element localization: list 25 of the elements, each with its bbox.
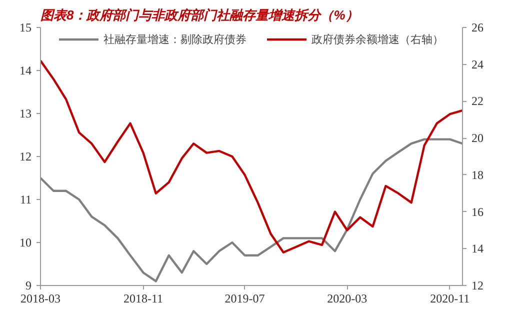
y-tick-label: 11: [20, 192, 32, 206]
x-tick-label: 2020-11: [430, 292, 470, 306]
y-tick-label: 15: [20, 20, 32, 34]
y2-tick-label: 26: [472, 20, 484, 34]
legend-label: 政府债券余额增速（右轴）: [312, 32, 444, 46]
y-tick-label: 9: [26, 278, 32, 292]
line-series: [40, 60, 462, 254]
x-tick-label: 2018-03: [20, 292, 60, 306]
y-tick-label: 12: [20, 150, 32, 164]
x-tick-label: 2020-03: [327, 292, 368, 306]
y2-tick-label: 12: [472, 278, 484, 292]
y-tick-label: 10: [20, 236, 32, 250]
y2-tick-label: 14: [472, 242, 484, 256]
x-tick-label: 2018-11: [124, 292, 164, 306]
y2-tick-label: 20: [472, 131, 484, 146]
y-tick-label: 14: [20, 64, 32, 78]
y2-tick-label: 22: [472, 94, 484, 108]
chart-title: 图表8：政府部门与非政府部门社融存量增速拆分（%）: [40, 8, 358, 22]
y2-tick-label: 16: [472, 204, 484, 219]
line-series: [40, 138, 462, 282]
legend-label: 社融存量增速：剔除政府债券: [104, 32, 246, 46]
y2-tick-label: 18: [472, 168, 484, 182]
y2-tick-label: 24: [472, 57, 484, 72]
x-tick-label: 2019-07: [224, 292, 265, 306]
y-tick-label: 13: [20, 106, 32, 120]
